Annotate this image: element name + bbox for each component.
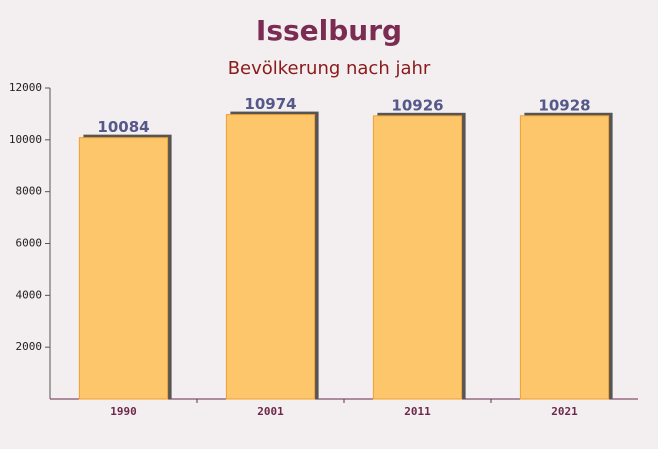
y-tick-label: 12000 bbox=[9, 81, 42, 94]
chart-subtitle: Bevölkerung nach jahr bbox=[228, 58, 431, 79]
bar bbox=[372, 115, 463, 400]
value-label: 10926 bbox=[391, 96, 443, 114]
chart-title: Isselburg bbox=[256, 14, 402, 47]
x-tick-label: 2021 bbox=[551, 405, 578, 418]
value-label: 10084 bbox=[97, 118, 149, 136]
y-tick-label: 6000 bbox=[16, 237, 43, 250]
x-tick-label: 2011 bbox=[404, 405, 431, 418]
y-tick-label: 8000 bbox=[16, 185, 43, 198]
y-tick-label: 10000 bbox=[9, 133, 42, 146]
x-tick-label: 2001 bbox=[257, 405, 284, 418]
y-tick-label: 4000 bbox=[16, 288, 43, 301]
x-tick-label: 1990 bbox=[110, 405, 137, 418]
y-tick-label: 2000 bbox=[16, 340, 43, 353]
bar bbox=[225, 114, 316, 400]
bar bbox=[519, 115, 610, 400]
bar bbox=[78, 137, 169, 400]
value-label: 10928 bbox=[538, 96, 590, 114]
value-label: 10974 bbox=[244, 95, 296, 113]
